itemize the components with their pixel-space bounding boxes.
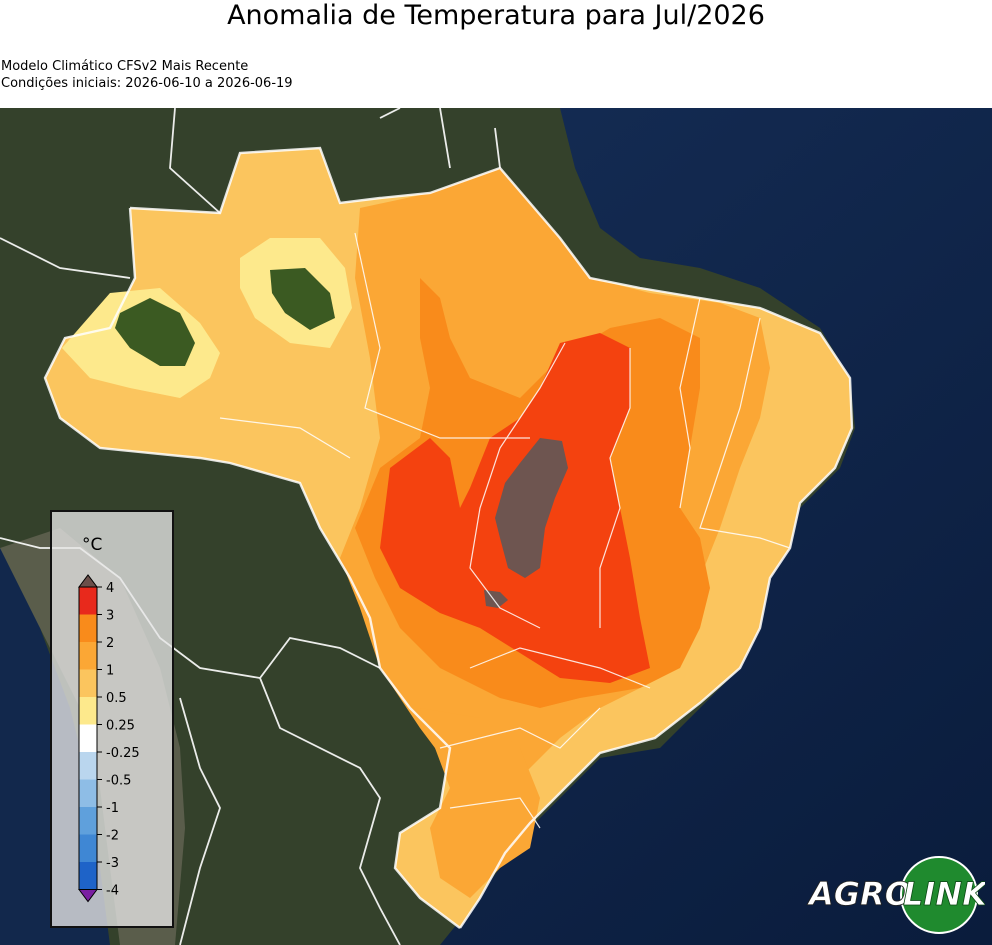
colorbar-legend: °C 4 3 2 1 0.5 0.25 -0.25 -0.5 -1 -2 -3 -4 <box>50 510 174 928</box>
colorbar-tick-label: 0.5 <box>106 691 127 706</box>
colorbar-unit: °C <box>82 535 103 555</box>
colorbar-under-triangle <box>78 889 98 903</box>
colorbar-tick-label: -1 <box>106 801 119 816</box>
colorbar-tick-label: 0.25 <box>106 719 135 734</box>
temperature-anomaly-map <box>0 108 992 945</box>
colorbar-frame <box>78 586 98 890</box>
colorbar-block <box>79 642 97 670</box>
colorbar-block <box>79 614 97 642</box>
colorbar-svg: 4 3 2 1 0.5 0.25 -0.25 -0.5 -1 -2 -3 -4 <box>78 574 140 903</box>
colorbar-tick-label: 3 <box>106 609 114 624</box>
colorbar-tick-label: 2 <box>106 636 114 651</box>
colorbar-block <box>79 752 97 780</box>
colorbar-tick-label: -3 <box>106 856 119 871</box>
colorbar-labels: 4 3 2 1 0.5 0.25 -0.25 -0.5 -1 -2 -3 -4 <box>97 581 140 899</box>
colorbar-tick-label: -0.5 <box>106 774 131 789</box>
brazil-anomaly-1-2-south <box>420 708 540 898</box>
colorbar-blocks <box>78 574 98 903</box>
colorbar-block <box>79 807 97 835</box>
agrolink-logo: AGRO LINK <box>806 856 985 934</box>
colorbar-tick-label: -4 <box>106 884 119 899</box>
neighbor-borders <box>0 108 501 945</box>
logo-text-link: LINK <box>903 875 985 913</box>
colorbar-block <box>79 834 97 862</box>
neutral-patch-north <box>270 268 335 330</box>
political-borders <box>43 146 854 929</box>
initial-conditions-subtitle: Condições iniciais: 2026-06-10 a 2026-06… <box>1 76 293 91</box>
colorbar-block <box>79 697 97 725</box>
brazil-anomaly-gt-4 <box>495 438 568 578</box>
colorbar-block <box>79 779 97 807</box>
colorbar-tick-label: -2 <box>106 829 119 844</box>
map-title: Anomalia de Temperatura para Jul/2026 <box>227 0 765 31</box>
logo-green-circle <box>900 856 978 934</box>
colorbar-block <box>79 587 97 615</box>
colorbar-block <box>79 669 97 697</box>
colorbar-over-triangle <box>78 574 98 588</box>
logo-text-agro: AGRO <box>806 875 912 913</box>
model-subtitle: Modelo Climático CFSv2 Mais Recente <box>1 59 249 74</box>
colorbar-block <box>79 724 97 752</box>
neutral-patch-west <box>115 298 195 366</box>
colorbar-block <box>79 862 97 890</box>
colorbar-tick-label: -0.25 <box>106 746 140 761</box>
colorbar-tick-label: 4 <box>106 581 114 596</box>
colorbar-tick-label: 1 <box>106 664 114 679</box>
